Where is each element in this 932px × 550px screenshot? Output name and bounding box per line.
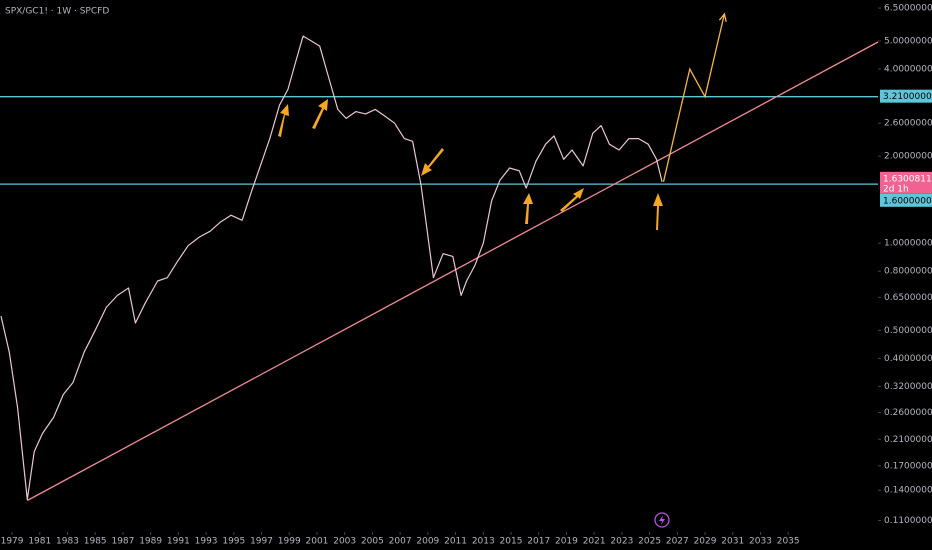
level-price-box-label: 1.60000000	[883, 196, 932, 206]
level-price-box-bg	[880, 89, 932, 103]
x-tick-label: 1997	[250, 537, 273, 547]
x-tick-label: 1989	[139, 537, 162, 547]
x-tick-label: 1979	[1, 537, 24, 547]
x-tick-label: 2005	[361, 537, 384, 547]
level-price-box-bg	[880, 193, 932, 207]
arrow	[421, 148, 444, 176]
projection-arrowhead	[718, 12, 727, 22]
x-tick-label: 2031	[721, 537, 744, 547]
x-tick-label: 2019	[555, 537, 578, 547]
x-tick-label: 2027	[666, 537, 689, 547]
x-tick-label: 1983	[56, 537, 79, 547]
x-tick-label: 1991	[167, 537, 190, 547]
icon-bolt	[659, 515, 665, 525]
x-tick-label: 2001	[306, 537, 329, 547]
x-tick-label: 2035	[777, 537, 800, 547]
y-tick-label: 0.21000000	[884, 435, 932, 445]
x-tick-label: 2023	[610, 537, 633, 547]
level-price-box-label: 3.21000000	[883, 92, 932, 102]
x-tick-label: 2015	[500, 537, 523, 547]
x-tick-label: 2013	[472, 537, 495, 547]
x-tick-label: 2017	[527, 537, 550, 547]
x-tick-label: 2009	[416, 537, 439, 547]
x-tick-label: 1985	[84, 537, 107, 547]
x-tick-label: 2011	[444, 537, 467, 547]
x-tick-label: 1993	[195, 537, 218, 547]
icon-circle	[654, 512, 670, 528]
arrow	[312, 99, 328, 129]
x-tick-label: 2007	[389, 537, 412, 547]
last-price-box-label: 1.63008116	[883, 174, 932, 184]
arrow	[278, 104, 289, 137]
level-price-box: 3.21000000	[880, 89, 932, 103]
bolt-icon	[654, 512, 670, 528]
price-line	[0, 35, 663, 501]
chart-title: SPX/GC1! · 1W · SPCFD	[5, 7, 109, 17]
arrow	[653, 193, 663, 230]
trend-line	[26, 41, 879, 502]
x-tick-label: 2033	[749, 537, 772, 547]
x-tick-label: 1981	[28, 537, 51, 547]
y-tick-label: 2.60000000	[884, 119, 932, 129]
x-tick-label: 2021	[583, 537, 606, 547]
level-price-box: 1.60000000	[880, 193, 932, 207]
y-tick-label: 0.11000000	[884, 516, 932, 526]
countdown-label: 2d 1h	[883, 184, 909, 194]
arrow	[523, 193, 533, 224]
annotation-arrows	[278, 99, 663, 230]
projection-line	[662, 13, 726, 182]
arrow	[560, 188, 584, 212]
x-tick-label: 2025	[638, 537, 661, 547]
x-tick-label: 2003	[333, 537, 356, 547]
x-tick-label: 1987	[111, 537, 134, 547]
x-tick-label: 1995	[222, 537, 245, 547]
last-price-box-bg	[880, 171, 932, 194]
x-tick-label: 2029	[694, 537, 717, 547]
x-tick-label: 1999	[278, 537, 301, 547]
